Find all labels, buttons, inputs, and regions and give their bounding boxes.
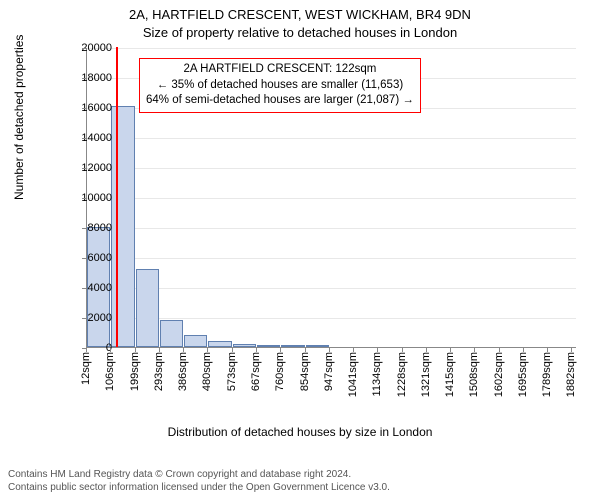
footer-line1: Contains HM Land Registry data © Crown c… xyxy=(8,469,390,482)
xtick-label: 1041sqm xyxy=(347,352,359,397)
gridline xyxy=(87,288,576,289)
xtick-label: 667sqm xyxy=(250,352,262,391)
histogram-bar xyxy=(233,344,256,347)
title-line2: Size of property relative to detached ho… xyxy=(0,24,600,42)
histogram-bar xyxy=(184,335,207,347)
gridline xyxy=(87,168,576,169)
xtick-label: 1695sqm xyxy=(517,352,529,397)
footer-line2: Contains public sector information licen… xyxy=(8,482,390,495)
xtick-label: 106sqm xyxy=(104,352,116,391)
highlight-line xyxy=(116,47,118,347)
xtick-label: 760sqm xyxy=(274,352,286,391)
ytick-label: 10000 xyxy=(62,192,112,204)
xtick-label: 293sqm xyxy=(153,352,165,391)
plot-area: 2A HARTFIELD CRESCENT: 122sqm← 35% of de… xyxy=(86,48,576,348)
x-axis-label: Distribution of detached houses by size … xyxy=(0,425,600,439)
xtick-label: 1882sqm xyxy=(565,352,577,397)
annotation-line3: 64% of semi-detached houses are larger (… xyxy=(146,93,414,109)
ytick-label: 2000 xyxy=(62,312,112,324)
histogram-bar xyxy=(257,345,280,347)
ytick-label: 20000 xyxy=(62,42,112,54)
gridline xyxy=(87,228,576,229)
ytick-label: 6000 xyxy=(62,252,112,264)
histogram-bar xyxy=(136,269,159,347)
y-axis-label: Number of detached properties xyxy=(12,35,26,200)
annotation-box: 2A HARTFIELD CRESCENT: 122sqm← 35% of de… xyxy=(139,58,421,113)
xtick-label: 1415sqm xyxy=(444,352,456,397)
annotation-line1: 2A HARTFIELD CRESCENT: 122sqm xyxy=(146,62,414,78)
ytick-label: 8000 xyxy=(62,222,112,234)
gridline xyxy=(87,258,576,259)
xtick-label: 386sqm xyxy=(177,352,189,391)
footer: Contains HM Land Registry data © Crown c… xyxy=(8,469,390,494)
ytick-mark xyxy=(82,258,86,259)
ytick-mark xyxy=(82,108,86,109)
title-line1: 2A, HARTFIELD CRESCENT, WEST WICKHAM, BR… xyxy=(0,6,600,24)
gridline xyxy=(87,138,576,139)
histogram-bar xyxy=(281,345,304,347)
xtick-label: 1134sqm xyxy=(371,352,383,396)
xtick-label: 573sqm xyxy=(226,352,238,391)
histogram-bar xyxy=(306,345,329,347)
histogram-bar xyxy=(208,341,231,347)
xtick-label: 480sqm xyxy=(201,352,213,391)
ytick-mark xyxy=(82,228,86,229)
xtick-label: 12sqm xyxy=(80,352,92,385)
xtick-label: 1508sqm xyxy=(468,352,480,397)
xtick-label: 1321sqm xyxy=(420,352,432,397)
xtick-label: 947sqm xyxy=(323,352,335,391)
ytick-label: 18000 xyxy=(62,72,112,84)
ytick-mark xyxy=(82,138,86,139)
ytick-label: 12000 xyxy=(62,162,112,174)
ytick-label: 4000 xyxy=(62,282,112,294)
xtick-label: 1602sqm xyxy=(493,352,505,397)
gridline xyxy=(87,318,576,319)
annotation-line2: ← 35% of detached houses are smaller (11… xyxy=(146,78,414,94)
ytick-label: 14000 xyxy=(62,132,112,144)
histogram-bar xyxy=(160,320,183,347)
chart-title-block: 2A, HARTFIELD CRESCENT, WEST WICKHAM, BR… xyxy=(0,0,600,41)
ytick-mark xyxy=(82,318,86,319)
xtick-label: 199sqm xyxy=(129,352,141,391)
xtick-label: 1789sqm xyxy=(541,352,553,397)
ytick-mark xyxy=(82,168,86,169)
ytick-mark xyxy=(82,78,86,79)
ytick-mark xyxy=(82,198,86,199)
ytick-mark xyxy=(82,288,86,289)
gridline xyxy=(87,48,576,49)
ytick-mark xyxy=(82,48,86,49)
xtick-label: 1228sqm xyxy=(396,352,408,397)
ytick-label: 16000 xyxy=(62,102,112,114)
gridline xyxy=(87,198,576,199)
xtick-label: 854sqm xyxy=(299,352,311,391)
chart-area: 2A HARTFIELD CRESCENT: 122sqm← 35% of de… xyxy=(56,48,576,378)
